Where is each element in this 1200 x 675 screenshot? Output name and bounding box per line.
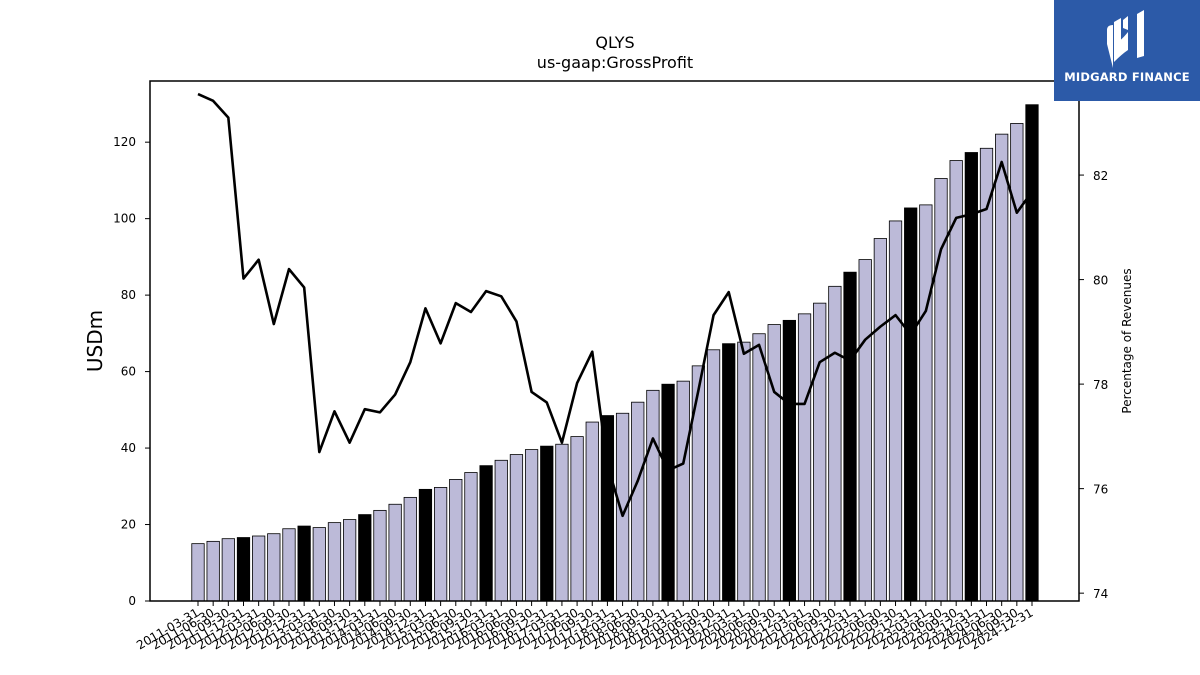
- bar-2019-03-31: [676, 380, 690, 602]
- bar-2016-09-30: [524, 449, 539, 602]
- y-tick-label: 40: [121, 441, 136, 455]
- bar-2011-09-30: [221, 538, 235, 602]
- y-axis-label-right: Percentage of Revenues: [1120, 268, 1134, 413]
- bar-2012-06-30: [267, 533, 281, 602]
- bar-2017-12-31: [600, 415, 615, 602]
- bar-2014-06-30: [388, 503, 402, 602]
- y-axis-right: 74 76 78 80 82: [1079, 169, 1108, 601]
- bar-2016-03-31: [494, 459, 508, 602]
- bar-2017-09-30: [585, 421, 599, 602]
- bar-2013-09-30: [343, 519, 357, 602]
- bar-2011-03-31: [191, 543, 205, 602]
- bar-2019-06-30: [691, 365, 706, 602]
- bar-2015-09-30: [464, 472, 478, 602]
- y-tick-label: 80: [121, 288, 136, 302]
- bar-2013-06-30: [327, 522, 342, 602]
- bar-2022-03-31: [858, 259, 872, 602]
- bar-2022-09-30: [888, 220, 903, 602]
- bar-2020-09-30: [767, 324, 781, 602]
- bar-2016-12-31: [540, 445, 554, 602]
- y-axis-left: 0 20 40 60 80 100 120: [113, 135, 150, 608]
- bar-2015-12-31: [479, 465, 493, 602]
- bar-2024-03-31: [979, 147, 994, 602]
- bar-2019-09-30: [706, 349, 721, 602]
- bar-2020-12-31: [782, 319, 796, 602]
- bar-2024-06-30: [995, 133, 1009, 602]
- bar-2013-03-31: [312, 527, 326, 602]
- bar-2023-12-31: [964, 152, 978, 602]
- bar-2022-06-30: [873, 238, 887, 602]
- y2-tick-label: 80: [1093, 274, 1108, 288]
- bar-2021-03-31: [797, 313, 812, 602]
- y-axis-label-left: USDm: [83, 310, 107, 372]
- y-tick-label: 20: [121, 518, 136, 532]
- y2-tick-label: 76: [1093, 483, 1108, 497]
- bar-2015-03-31: [433, 487, 448, 602]
- bar-2018-06-30: [631, 401, 645, 602]
- y-tick-label: 100: [113, 212, 136, 226]
- y2-tick-label: 82: [1093, 169, 1108, 183]
- bar-2015-06-30: [449, 479, 463, 602]
- bar-2023-03-31: [919, 204, 933, 602]
- bar-2021-09-30: [828, 285, 842, 602]
- logo-text: MIDGARD FINANCE: [1064, 70, 1190, 84]
- bar-2018-12-31: [661, 383, 675, 602]
- bar-2013-12-31: [358, 514, 372, 602]
- bar-2014-09-30: [403, 496, 417, 602]
- bar-2016-06-30: [509, 454, 524, 602]
- plot-frame: [149, 80, 1080, 602]
- x-axis: 2011-03-312011-06-302011-09-302011-12-31…: [134, 601, 1036, 652]
- chart-title: QLYS: [595, 33, 634, 52]
- bar-2011-12-31: [236, 537, 251, 602]
- chart-subtitle: us-gaap:GrossProfit: [537, 53, 693, 72]
- bar-2014-12-31: [418, 488, 433, 602]
- line-layer: [197, 92, 1034, 518]
- bar-2020-03-31: [737, 341, 751, 602]
- bar-2012-03-31: [252, 535, 266, 602]
- bar-2019-12-31: [722, 343, 736, 602]
- y-tick-label: 60: [121, 365, 136, 379]
- bar-2017-03-31: [555, 443, 569, 602]
- bar-2012-12-31: [297, 525, 311, 602]
- bar-2011-06-30: [206, 540, 220, 602]
- bar-2014-03-31: [373, 509, 387, 602]
- midgard-finance-logo: MIDGARD FINANCE: [1054, 0, 1200, 101]
- y-tick-label: 120: [113, 135, 136, 149]
- y2-tick-label: 78: [1093, 378, 1108, 392]
- bar-2021-06-30: [813, 302, 827, 602]
- bar-2021-12-31: [843, 271, 857, 602]
- bar-2022-12-31: [904, 207, 918, 602]
- bar-2018-09-30: [646, 389, 660, 602]
- bars-layer: [191, 104, 1039, 602]
- y-tick-label: 0: [128, 594, 136, 608]
- series-line-pct-of-revenues: [197, 92, 1034, 518]
- bar-2024-12-31: [1025, 104, 1039, 602]
- midgard-logo-icon: [1107, 10, 1144, 68]
- bar-2020-06-30: [752, 333, 766, 602]
- y2-tick-label: 74: [1093, 587, 1108, 601]
- bar-2017-06-30: [570, 436, 584, 602]
- bar-2012-09-30: [282, 528, 296, 602]
